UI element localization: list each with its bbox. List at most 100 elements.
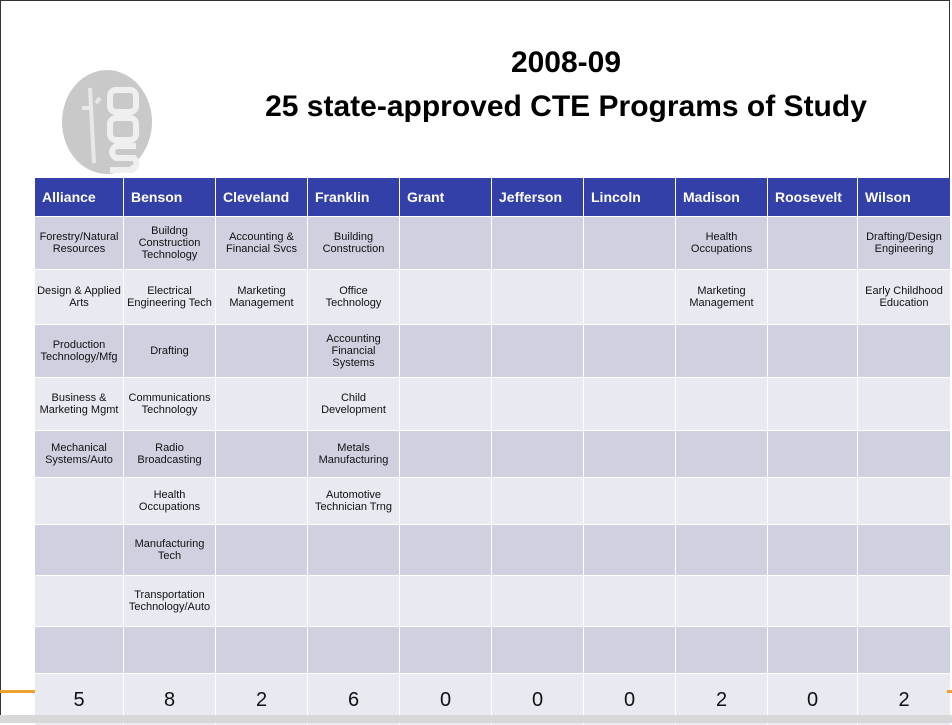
table-cell <box>35 478 123 524</box>
table-cell: Marketing Management <box>676 270 767 324</box>
table-cell <box>858 378 950 430</box>
table-cell <box>584 378 675 430</box>
table-cell: Automotive Technician Trng <box>308 478 399 524</box>
table-cell <box>768 217 857 269</box>
table-cell: Buildng Construction Technology <box>124 217 215 269</box>
programs-table: Alliance Benson Cleveland Franklin Grant Jeff… <box>35 178 950 725</box>
logo <box>62 70 152 174</box>
table-cell <box>584 478 675 524</box>
table-cell: Production Technology/Mfg <box>35 325 123 377</box>
table-cell <box>858 627 950 673</box>
table-cell <box>858 325 950 377</box>
table-cell <box>768 270 857 324</box>
table-cell <box>400 217 491 269</box>
table-cell: Drafting <box>124 325 215 377</box>
header-cell: Alliance <box>35 178 123 216</box>
table-cell: Design & Applied Arts <box>35 270 123 324</box>
table-cell <box>35 576 123 626</box>
table-cell <box>492 478 583 524</box>
table-cell <box>216 627 307 673</box>
table-cell: Child Development <box>308 378 399 430</box>
table-cell: Office Technology <box>308 270 399 324</box>
table-cell <box>676 325 767 377</box>
table-cell <box>492 217 583 269</box>
table-cell <box>492 378 583 430</box>
table-cell <box>676 576 767 626</box>
table-cell <box>584 217 675 269</box>
header-cell: Roosevelt <box>768 178 857 216</box>
table-cell: Radio Broadcasting <box>124 431 215 477</box>
table-cell <box>400 525 491 575</box>
title-line: 25 state-approved CTE Programs of Study <box>265 90 867 123</box>
header-cell: Grant <box>400 178 491 216</box>
table-cell <box>768 378 857 430</box>
table-cell <box>216 431 307 477</box>
table-cell <box>35 525 123 575</box>
table-cell <box>584 270 675 324</box>
table-cell <box>676 525 767 575</box>
table-cell <box>858 576 950 626</box>
table-cell <box>768 431 857 477</box>
table-cell: Business & Marketing Mgmt <box>35 378 123 430</box>
table-cell <box>584 325 675 377</box>
table-cell <box>858 431 950 477</box>
table-cell: Metals Manufacturing <box>308 431 399 477</box>
table-cell <box>400 270 491 324</box>
header-cell: Benson <box>124 178 215 216</box>
table-cell: Communications Technology <box>124 378 215 430</box>
table-cell: Health Occupations <box>676 217 767 269</box>
table-cell <box>35 627 123 673</box>
table-cell <box>768 576 857 626</box>
table-cell <box>676 431 767 477</box>
table-cell <box>216 576 307 626</box>
table-cell <box>768 478 857 524</box>
table-cell <box>308 576 399 626</box>
table-cell <box>492 627 583 673</box>
table-cell <box>676 627 767 673</box>
table-cell <box>400 627 491 673</box>
table-cell <box>400 431 491 477</box>
table-cell: Mechanical Systems/Auto <box>35 431 123 477</box>
table-cell: Accounting & Financial Svcs <box>216 217 307 269</box>
table-cell <box>492 325 583 377</box>
table-cell <box>308 627 399 673</box>
table-cell <box>492 576 583 626</box>
table-cell <box>400 478 491 524</box>
table-cell <box>584 627 675 673</box>
header-cell: Wilson <box>858 178 950 216</box>
table-cell: Manufacturing Tech <box>124 525 215 575</box>
table-cell <box>124 627 215 673</box>
footer-bar <box>0 715 952 723</box>
accent-line <box>0 690 35 693</box>
header-cell: Cleveland <box>216 178 307 216</box>
table-cell: Early Childhood Education <box>858 270 950 324</box>
table-cell: Building Construction <box>308 217 399 269</box>
table-cell <box>492 270 583 324</box>
table-cell: Transportation Technology/Auto <box>124 576 215 626</box>
table-cell <box>768 627 857 673</box>
table-cell: Drafting/Design Engineering <box>858 217 950 269</box>
table-cell: Forestry/Natural Resources <box>35 217 123 269</box>
table-cell <box>768 325 857 377</box>
title-line: 2008-09 <box>510 46 622 79</box>
accent-line <box>947 690 952 693</box>
table-cell <box>308 525 399 575</box>
table-cell <box>584 525 675 575</box>
table-cell <box>492 525 583 575</box>
table-cell <box>676 378 767 430</box>
header-cell: Jefferson <box>492 178 583 216</box>
table-cell <box>584 576 675 626</box>
table-cell <box>400 576 491 626</box>
table-cell: Marketing Management <box>216 270 307 324</box>
table-cell <box>400 325 491 377</box>
table-cell <box>584 431 675 477</box>
table-cell: Accounting Financial Systems <box>308 325 399 377</box>
table-cell <box>492 431 583 477</box>
table-cell <box>858 478 950 524</box>
table-cell <box>216 378 307 430</box>
table-cell: Electrical Engineering Tech <box>124 270 215 324</box>
table-cell <box>216 525 307 575</box>
header-cell: Lincoln <box>584 178 675 216</box>
table-cell <box>400 378 491 430</box>
